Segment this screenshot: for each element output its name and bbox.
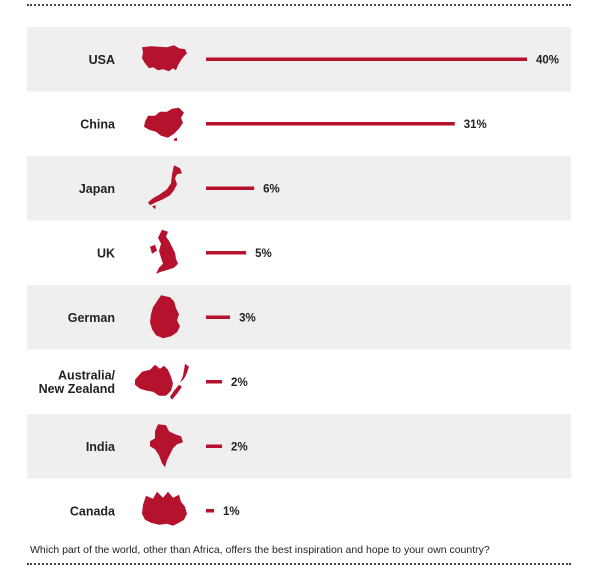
value-label-china: 31% [464, 119, 487, 131]
india-map-icon [150, 424, 183, 468]
row-band-japan [27, 156, 571, 221]
germany-map-icon [150, 295, 180, 339]
row-bands [27, 27, 571, 479]
bar-canada [206, 509, 215, 513]
australia-new-zealand-map-icon [135, 363, 189, 400]
value-label-canada: 1% [223, 506, 240, 518]
bar-china [206, 122, 455, 126]
value-label-usa: 40% [536, 54, 559, 66]
bar-german [206, 315, 231, 319]
value-labels: 40% 31% 6% 5% 3% 2% 2% 1% [223, 54, 559, 518]
category-label-india: India [86, 440, 116, 454]
japan-map-icon [148, 165, 182, 210]
category-label-german: German [68, 311, 115, 325]
value-label-japan: 6% [263, 183, 280, 195]
bar-japan [206, 186, 255, 190]
bar-uk [206, 251, 247, 255]
survey-question-caption: Which part of the world, other than Afri… [30, 544, 490, 556]
bar-usa [206, 57, 527, 61]
category-label-china: China [80, 117, 116, 131]
bar-australia-new-zealand [206, 380, 223, 384]
category-label-australia-new-zealand: Australia/New Zealand [39, 369, 116, 397]
row-band-german [27, 285, 571, 350]
country-map-icons [135, 45, 189, 526]
category-label-usa: USA [89, 53, 115, 67]
row-band-india [27, 414, 571, 479]
category-labels: USA China Japan UK German Australia/New Zeala… [39, 53, 116, 519]
top-dotted-divider [27, 4, 571, 6]
category-label-uk: UK [97, 246, 115, 260]
value-label-uk: 5% [255, 248, 272, 260]
value-label-india: 2% [231, 441, 248, 453]
value-label-german: 3% [239, 312, 256, 324]
uk-map-icon [150, 229, 178, 274]
canada-map-icon [142, 491, 187, 526]
value-label-australia-new-zealand: 2% [231, 377, 248, 389]
china-map-icon [144, 107, 184, 141]
category-label-canada: Canada [70, 504, 116, 518]
usa-map-icon [142, 45, 187, 72]
bottom-dotted-divider [27, 563, 571, 565]
bar-india [206, 444, 223, 448]
bar-series [206, 57, 527, 513]
category-label-japan: Japan [79, 182, 115, 196]
